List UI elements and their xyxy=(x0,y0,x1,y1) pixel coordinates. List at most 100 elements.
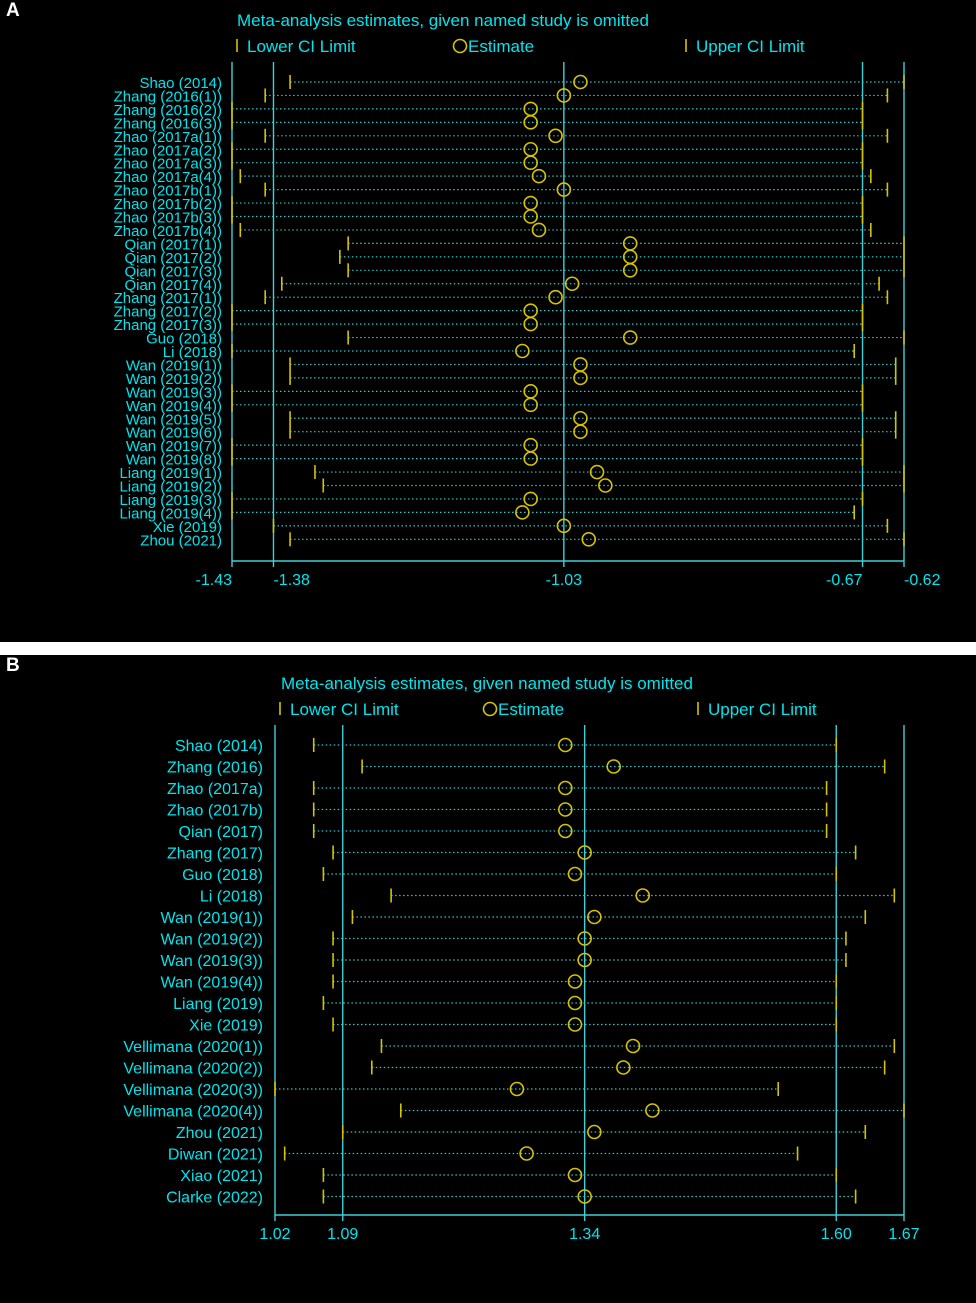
study-label: Wan (2019(3)) xyxy=(126,384,222,401)
study-label: Qian (2017(1)) xyxy=(124,236,222,253)
estimate-marker xyxy=(622,262,638,278)
estimate-marker xyxy=(564,276,580,292)
estimate-marker xyxy=(523,209,538,224)
x-tick-label: -1.03 xyxy=(546,572,583,589)
estimate-marker xyxy=(523,195,538,211)
legend-estimate-marker xyxy=(482,701,498,717)
estimate-marker xyxy=(587,1124,602,1140)
x-tick-label: 1.34 xyxy=(569,1226,600,1243)
estimate-marker xyxy=(622,330,638,345)
estimate-marker xyxy=(558,780,573,796)
study-label: Zhao (2017b) xyxy=(167,803,263,820)
estimate-marker xyxy=(567,974,583,989)
study-label: Shao (2014) xyxy=(175,738,263,755)
study-label: Vellimana (2020(3)) xyxy=(123,1082,263,1099)
estimate-marker xyxy=(523,155,538,170)
estimate-marker xyxy=(573,357,588,372)
study-label: Wan (2019(2)) xyxy=(126,371,222,388)
study-label: Zhao (2017a(2)) xyxy=(114,142,222,159)
estimate-marker xyxy=(589,464,605,480)
study-label: Wan (2019(1)) xyxy=(126,357,222,374)
study-label: Zhao (2017b(2)) xyxy=(114,196,222,213)
study-label: Zhao (2017b(3)) xyxy=(114,210,222,227)
estimate-marker xyxy=(558,737,573,753)
x-tick-label: -1.43 xyxy=(196,572,233,589)
study-label: Guo (2018) xyxy=(182,867,263,884)
panel-b: B Meta-analysis estimates, given named s… xyxy=(0,655,976,1303)
panel-a: A Meta-analysis estimates, given named s… xyxy=(0,0,976,642)
x-tick-label: 1.09 xyxy=(327,1226,358,1243)
study-label: Zhou (2021) xyxy=(176,1125,263,1142)
study-label: Qian (2017) xyxy=(179,824,264,841)
chart-title: Meta-analysis estimates, given named stu… xyxy=(237,11,649,30)
estimate-marker xyxy=(523,141,538,157)
study-label: Clarke (2022) xyxy=(166,1190,263,1207)
study-label: Liang (2019(2)) xyxy=(119,479,222,496)
study-label: Wan (2019(3)) xyxy=(160,953,263,970)
study-label: Zhao (2017b(4)) xyxy=(114,223,222,240)
legend-label: Lower CI Limit xyxy=(247,37,356,56)
estimate-marker xyxy=(523,437,538,453)
estimate-marker xyxy=(577,1189,592,1204)
panel-label: B xyxy=(6,655,20,676)
x-tick-label: 1.67 xyxy=(888,1226,919,1243)
study-label: Zhang (2017(3)) xyxy=(114,317,222,334)
study-label: Qian (2017(4)) xyxy=(124,277,222,294)
study-label: Zhang (2016(1)) xyxy=(114,88,222,105)
study-label: Xie (2019) xyxy=(189,1018,263,1035)
estimate-marker xyxy=(573,410,588,426)
study-label: Wan (2019(5)) xyxy=(126,411,222,428)
study-label: Zhao (2017b(1)) xyxy=(114,183,222,200)
study-label: Wan (2019(1)) xyxy=(160,910,263,927)
study-label: Qian (2017(3)) xyxy=(124,263,222,280)
study-label: Vellimana (2020(1)) xyxy=(123,1039,263,1056)
study-label: Wan (2019(7)) xyxy=(126,438,222,455)
estimate-marker xyxy=(581,531,597,547)
study-label: Qian (2017(2)) xyxy=(124,250,222,267)
x-tick-label: 1.60 xyxy=(821,1226,852,1243)
estimate-marker xyxy=(625,1038,641,1054)
study-label: Zhang (2016(3)) xyxy=(114,115,222,132)
study-label: Wan (2019(6)) xyxy=(126,425,222,442)
estimate-marker xyxy=(577,952,592,968)
legend-label: Upper CI Limit xyxy=(708,700,817,719)
estimate-marker xyxy=(523,316,538,332)
study-label: Wan (2019(8)) xyxy=(126,452,222,469)
estimate-marker xyxy=(523,115,538,130)
estimate-marker xyxy=(606,759,621,774)
estimate-marker xyxy=(523,101,538,117)
estimate-marker xyxy=(587,909,602,925)
forest-plot-b: Meta-analysis estimates, given named stu… xyxy=(123,674,919,1243)
legend-label: Upper CI Limit xyxy=(696,37,805,56)
panel-label: A xyxy=(6,0,20,21)
estimate-marker xyxy=(567,995,583,1011)
estimate-marker xyxy=(509,1081,525,1097)
estimate-marker xyxy=(523,451,538,466)
study-label: Wan (2019(2)) xyxy=(160,932,263,949)
study-label: Xie (2019) xyxy=(153,519,222,536)
study-label: Vellimana (2020(4)) xyxy=(123,1104,263,1121)
study-label: Zhao (2017a(3)) xyxy=(114,156,222,173)
study-label: Zhang (2017(2)) xyxy=(114,304,222,321)
study-label: Zhao (2017a(1)) xyxy=(114,129,222,146)
legend-label: Estimate xyxy=(498,700,564,719)
legend-label: Estimate xyxy=(468,37,534,56)
study-label: Zhao (2017a(4)) xyxy=(114,169,222,186)
study-label: Li (2018) xyxy=(200,889,263,906)
x-tick-label: -1.38 xyxy=(273,572,310,589)
study-label: Guo (2018) xyxy=(146,331,222,348)
study-label: Zhang (2017(1)) xyxy=(114,290,222,307)
study-label: Shao (2014) xyxy=(139,75,222,92)
estimate-marker xyxy=(515,505,530,520)
study-label: Wan (2019(4)) xyxy=(160,975,263,992)
study-label: Zhang (2017) xyxy=(167,846,263,863)
estimate-marker xyxy=(523,384,538,399)
study-label: Wan (2019(4)) xyxy=(126,398,222,415)
estimate-marker xyxy=(548,128,563,144)
study-label: Vellimana (2020(2)) xyxy=(123,1061,263,1078)
estimate-marker xyxy=(573,370,588,386)
x-tick-label: -0.62 xyxy=(904,572,941,589)
estimate-marker xyxy=(622,249,638,265)
forest-plot-a: Meta-analysis estimates, given named stu… xyxy=(114,11,941,589)
study-label: Zhao (2017a) xyxy=(167,781,263,798)
